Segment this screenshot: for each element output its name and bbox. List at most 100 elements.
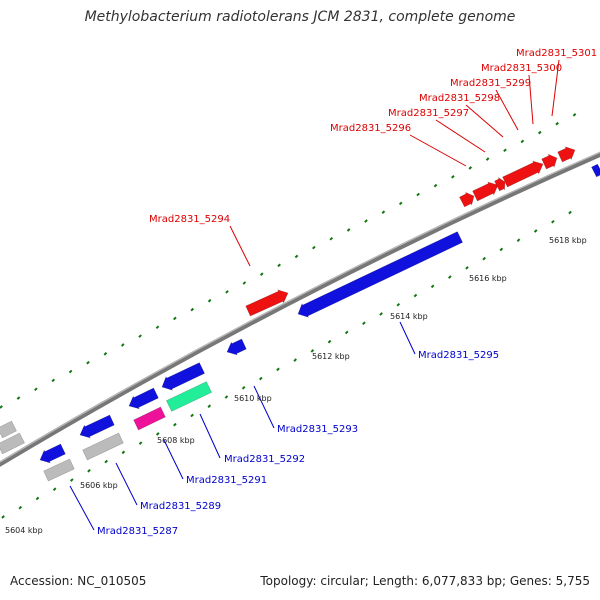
label-mrad2831-5291[interactable]: Mrad2831_5291 (186, 475, 267, 486)
tick-upper (433, 183, 438, 188)
tick-lower (241, 385, 246, 390)
tick-lower (207, 404, 212, 409)
tick-lower (173, 422, 177, 427)
gene-arrow-upper-edge[interactable] (0, 420, 17, 439)
label-mrad2831-5299[interactable]: Mrad2831_5299 (450, 78, 531, 89)
gene-arrow-5292[interactable] (165, 381, 213, 412)
label-mrad2831-5300-leader (528, 74, 534, 125)
tick-lower (155, 432, 160, 436)
label-mrad2831-5295-leader (399, 321, 416, 355)
tick-lower (499, 247, 504, 252)
tick-lower (344, 330, 349, 335)
label-mrad2831-5301[interactable]: Mrad2831_5301 (516, 48, 597, 59)
gene-arrow-5298[interactable] (494, 176, 506, 192)
tick-upper (572, 113, 577, 117)
tick-upper (190, 307, 195, 312)
tick-upper (381, 210, 386, 214)
gene-arrow-5295[interactable] (297, 231, 464, 318)
tick-upper (398, 201, 403, 206)
gene-arrow-small[interactable] (226, 338, 247, 356)
label-mrad2831-5297[interactable]: Mrad2831_5297 (388, 108, 469, 119)
gene-arrow-5291[interactable] (133, 406, 166, 431)
tick-upper (346, 228, 351, 232)
tick-lower (413, 293, 418, 298)
tick-upper (16, 396, 21, 400)
label-mrad2831-5298[interactable]: Mrad2831_5298 (419, 93, 500, 104)
tick-upper (294, 254, 299, 259)
tick-upper (242, 281, 247, 285)
gene-arrow-5287[interactable] (43, 458, 75, 482)
tick-lower (18, 505, 23, 510)
tick-lower (396, 302, 401, 307)
label-mrad2831-5292-leader (199, 413, 221, 459)
tick-upper (259, 272, 264, 276)
label-mrad2831-5287[interactable]: Mrad2831_5287 (97, 526, 178, 537)
scale-label: 5616 kbp (469, 274, 507, 283)
tick-upper (503, 148, 507, 153)
tick-upper (537, 130, 542, 135)
label-mrad2831-5297-leader (435, 119, 486, 153)
label-mrad2831-5289[interactable]: Mrad2831_5289 (140, 501, 221, 512)
gene-arrow-upper-blue[interactable] (161, 362, 206, 391)
label-mrad2831-5296[interactable]: Mrad2831_5296 (330, 123, 411, 134)
tick-lower (35, 496, 40, 501)
tick-lower (533, 229, 538, 233)
tick-upper (225, 290, 229, 294)
tick-lower (1, 515, 5, 519)
tick-upper (155, 325, 160, 330)
label-mrad2831-5298-leader (465, 104, 504, 138)
label-mrad2831-5300[interactable]: Mrad2831_5300 (481, 63, 562, 74)
label-mrad2831-5292[interactable]: Mrad2831_5292 (224, 454, 305, 465)
backbone-highlight (0, 151, 600, 463)
accession-text: Accession: NC_010505 (10, 574, 147, 588)
label-mrad2831-5295[interactable]: Mrad2831_5295 (418, 350, 499, 361)
gene-labels[interactable]: Mrad2831_5294 Mrad2831_5296 Mrad2831_5297 M… (97, 48, 597, 537)
gene-arrow-5300[interactable] (541, 153, 558, 170)
label-mrad2831-5289-leader (115, 462, 138, 506)
gene-features[interactable] (0, 146, 600, 482)
tick-upper (51, 378, 56, 383)
gene-arrow-5296[interactable] (459, 191, 475, 208)
map-title: Methylobacterium radiotolerans JCM 2831,… (84, 9, 516, 25)
tick-lower (327, 339, 332, 344)
tick-upper (416, 192, 420, 197)
label-mrad2831-5293[interactable]: Mrad2831_5293 (277, 424, 358, 435)
gene-arrow-lower-edge[interactable] (0, 432, 25, 455)
tick-upper (34, 387, 38, 392)
tick-lower (516, 238, 521, 242)
tick-upper (173, 316, 177, 321)
gene-arrow-5299[interactable] (502, 160, 544, 188)
genome-backbone (0, 151, 600, 467)
tick-lower (224, 395, 229, 399)
gene-arrow-blue-b[interactable] (128, 387, 159, 410)
gene-arrow-5289[interactable] (82, 432, 124, 461)
gene-arrow-blue-left[interactable] (39, 443, 66, 464)
gene-arrow-5301[interactable] (557, 146, 576, 163)
scale-label: 5608 kbp (157, 436, 195, 445)
gene-arrow-5297[interactable] (472, 181, 499, 202)
tick-lower (293, 358, 297, 362)
gene-arrow-blue-a[interactable] (79, 414, 115, 439)
tick-upper (103, 352, 108, 356)
tick-lower (465, 266, 469, 270)
gene-arrow-right-edge[interactable] (591, 163, 600, 178)
tick-marks (0, 113, 577, 519)
label-leader-lines (69, 59, 560, 531)
label-mrad2831-5294-leader (229, 225, 251, 267)
gene-arrow-5294[interactable] (245, 289, 289, 317)
tick-upper (520, 139, 525, 144)
label-mrad2831-5287-leader (69, 485, 95, 531)
label-mrad2831-5293-leader (253, 385, 275, 429)
scale-label: 5618 kbp (549, 236, 587, 245)
tick-upper (138, 334, 142, 338)
tick-upper (312, 245, 316, 250)
tick-upper (68, 369, 73, 374)
tick-lower (362, 321, 366, 326)
tick-upper (364, 219, 368, 223)
tick-upper (485, 157, 490, 161)
scale-label: 5610 kbp (234, 394, 272, 403)
tick-upper (207, 298, 212, 303)
label-mrad2831-5294[interactable]: Mrad2831_5294 (149, 214, 230, 225)
label-mrad2831-5291-leader (163, 439, 184, 480)
